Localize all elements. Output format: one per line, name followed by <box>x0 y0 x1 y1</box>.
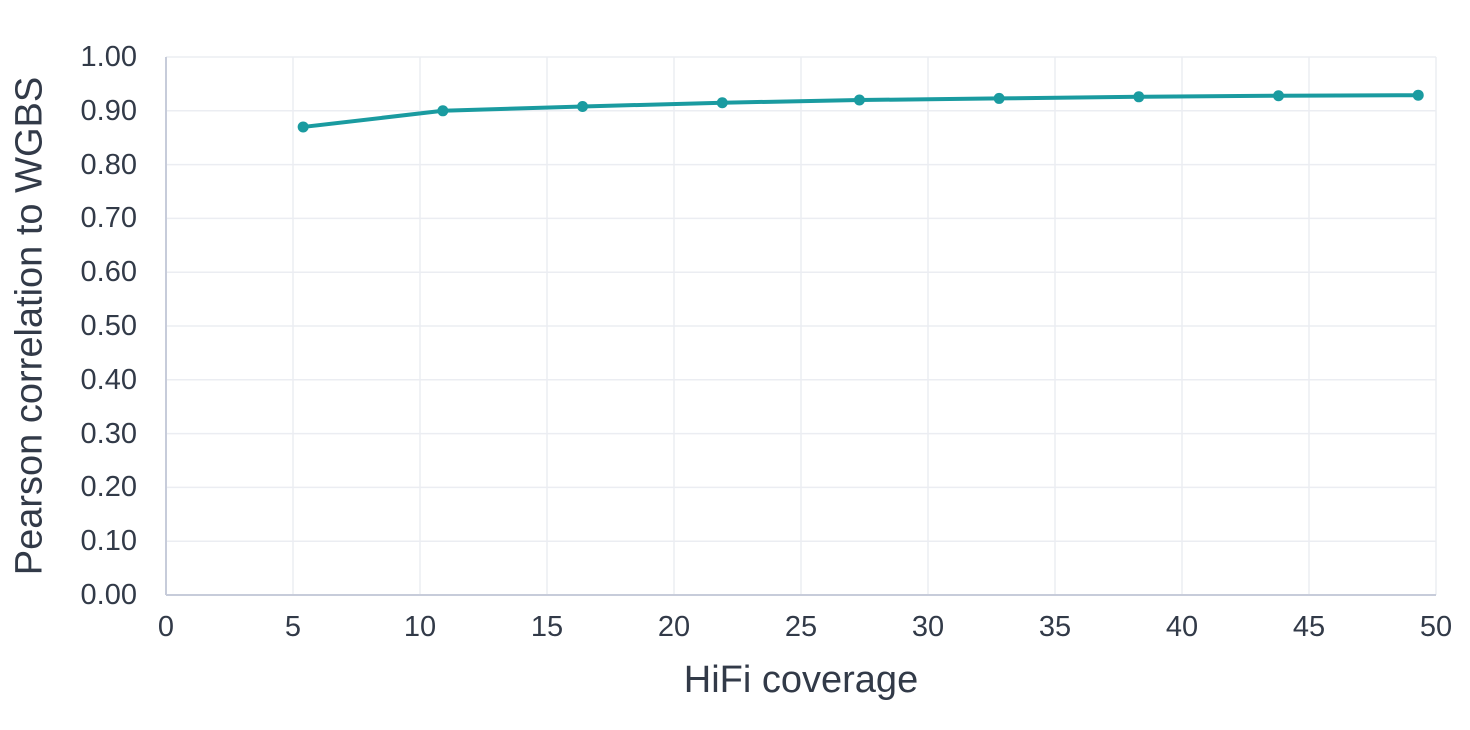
x-tick-label: 50 <box>1419 611 1453 643</box>
x-tick-label: 35 <box>1038 611 1072 643</box>
data-point <box>853 94 865 106</box>
data-point <box>1273 90 1285 102</box>
x-tick-label: 10 <box>403 611 437 643</box>
y-tick-label: 0.20 <box>80 471 137 504</box>
y-tick-label: 0.40 <box>80 363 137 396</box>
data-point <box>297 121 309 133</box>
y-tick-label: 0.10 <box>80 525 137 558</box>
data-point <box>1133 91 1145 103</box>
x-tick-label: 20 <box>657 611 691 643</box>
y-tick-label: 0.00 <box>80 579 137 611</box>
y-tick-label: 0.30 <box>80 417 137 450</box>
y-tick-label: 0.90 <box>80 94 137 127</box>
data-point <box>577 100 589 112</box>
y-tick-label: 1.00 <box>80 41 137 73</box>
y-tick-label: 0.60 <box>80 256 137 289</box>
x-tick-label: 5 <box>284 611 302 643</box>
y-tick-label: 0.80 <box>80 148 137 181</box>
x-tick-label: 25 <box>784 611 818 643</box>
x-tick-label: 0 <box>157 611 175 643</box>
x-tick-label: 15 <box>530 611 564 643</box>
data-point <box>437 105 449 117</box>
data-point <box>993 92 1005 104</box>
y-tick-label: 0.70 <box>80 202 137 235</box>
x-tick-label: 30 <box>911 611 945 643</box>
y-tick-label: 0.50 <box>80 310 137 342</box>
data-point <box>716 97 728 109</box>
x-axis-title: HiFi coverage <box>683 659 919 701</box>
x-tick-label: 40 <box>1165 611 1199 643</box>
data-point <box>1412 89 1424 101</box>
x-tick-label: 45 <box>1292 611 1326 643</box>
